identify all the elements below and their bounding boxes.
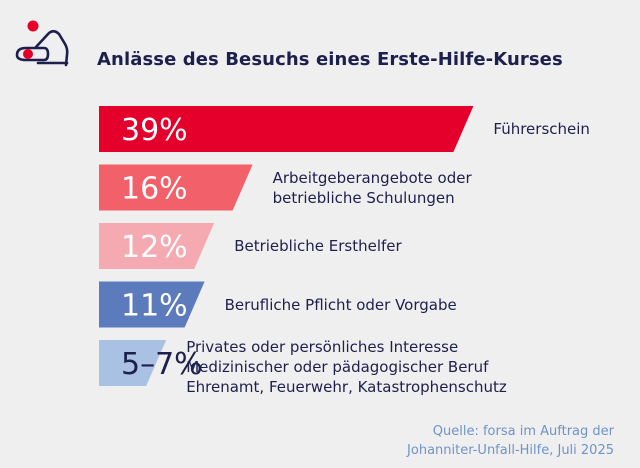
- category-label-4-line-1: Berufliche Pflicht oder Vorgabe: [224, 295, 457, 314]
- category-label-5-line-3: Ehrenamt, Feuerwehr, Katastrophenschutz: [186, 378, 507, 396]
- chart-title: Anlässe des Besuchs eines Erste-Hilfe-Ku…: [97, 49, 563, 70]
- category-label-1-line-1: Führerschein: [493, 120, 590, 138]
- value-label-5: 5–7%: [121, 347, 203, 382]
- value-label-1: 39%: [121, 113, 188, 148]
- category-label-2-line-2: betriebliche Schulungen: [272, 188, 455, 207]
- bar-5: [99, 340, 167, 386]
- category-label-3: Betriebliche Ersthelfer: [234, 236, 402, 256]
- first-aid-person-icon: [15, 20, 69, 67]
- category-label-5-line-1: Privates oder persönliches Interesse: [186, 338, 459, 356]
- category-label-3-line-1: Betriebliche Ersthelfer: [234, 237, 402, 255]
- source-line-1: Quelle: forsa im Auftrag der: [432, 424, 614, 439]
- source-line-2: Johanniter-Unfall-Hilfe, Juli 2025: [407, 443, 614, 458]
- category-label-1: Führerschein: [493, 119, 590, 139]
- source-note: Quelle: forsa im Auftrag der Johanniter-…: [407, 422, 614, 460]
- bar-1: [99, 106, 474, 152]
- value-label-2: 16%: [121, 172, 188, 207]
- bar-4: [99, 281, 205, 328]
- value-label-3: 12%: [121, 230, 188, 265]
- bar-2: [99, 164, 253, 211]
- bar-3: [99, 223, 215, 269]
- category-label-5: Privates oder persönliches Interesse Medi…: [186, 337, 507, 397]
- category-label-2-line-1: Arbeitgeberangebote oder: [272, 168, 472, 187]
- category-label-2: Arbeitgeberangebote oder betriebliche Sch…: [273, 168, 472, 208]
- category-label-4: Berufliche Pflicht oder Vorgabe: [225, 295, 457, 315]
- value-label-4: 11%: [121, 289, 188, 324]
- category-label-5-line-2: Medizinischer oder pädagogischer Beruf: [186, 358, 489, 376]
